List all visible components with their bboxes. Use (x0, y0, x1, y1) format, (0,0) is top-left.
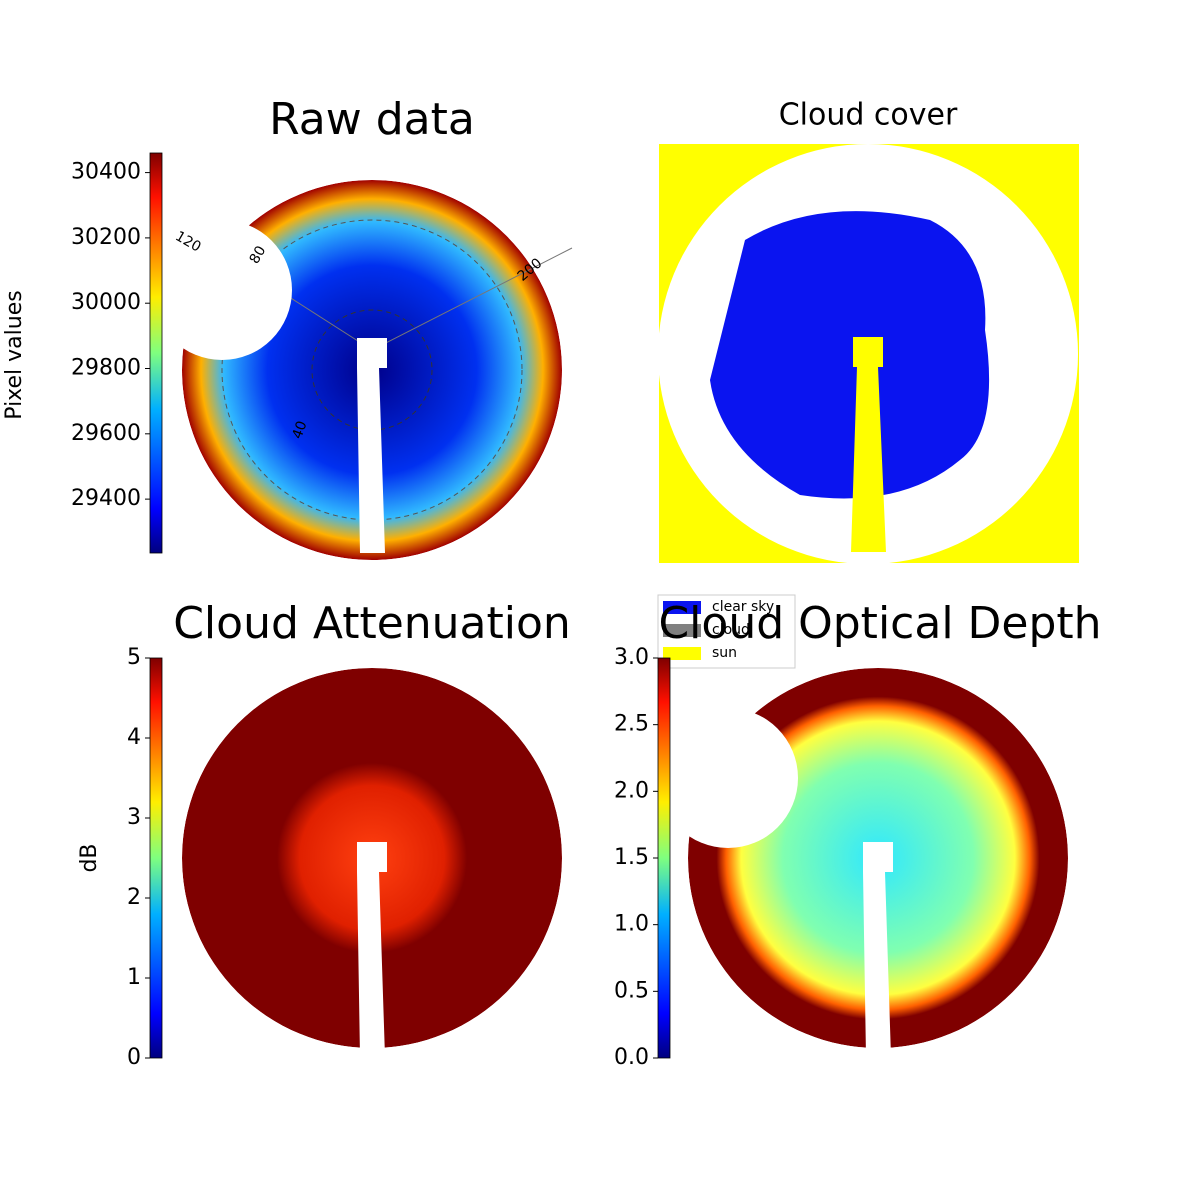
colorbar-tick-label: 5 (127, 645, 141, 670)
legend-swatch (663, 601, 701, 614)
colorbar-tick-label: 0.0 (614, 1045, 649, 1070)
polar-label: 80 (247, 243, 270, 266)
colorbar-label: Pixel values (2, 290, 27, 419)
legend-swatch (663, 647, 701, 660)
colorbar-tick-label: 30400 (71, 160, 141, 185)
mask (152, 220, 893, 1057)
colorbar-tick-label: 30000 (71, 290, 141, 315)
colorbar-tick-label: 3 (127, 805, 141, 830)
panel-title: Raw data (269, 94, 475, 145)
legend-swatch (663, 624, 701, 637)
colorbar-tick-label: 4 (127, 725, 141, 750)
legend-label: clear sky (712, 599, 774, 615)
colorbar-tick-label: 29600 (71, 421, 141, 446)
colorbar-tick-label: 29800 (71, 356, 141, 381)
colorbar-tick-label: 0 (127, 1045, 141, 1070)
colorbar-tick-label: 30200 (71, 225, 141, 250)
polar-label: 40 (289, 419, 310, 441)
colorbar-tick-label: 1 (127, 965, 141, 990)
colorbar-tick-label: 3.0 (614, 645, 649, 670)
cloud-cover-image (658, 144, 1079, 564)
colorbar (657, 657, 671, 1059)
colorbar-label: dB (77, 843, 102, 872)
colorbar-tick-label: 2.5 (614, 712, 649, 737)
panel-title: Cloud Optical Depth (658, 598, 1101, 649)
colorbar (149, 152, 163, 554)
panel-title: Cloud Attenuation (173, 598, 571, 649)
colorbar-tick-label: 2.0 (614, 778, 649, 803)
colorbar-tick-label: 1.0 (614, 912, 649, 937)
colorbar-tick-label: 29400 (71, 486, 141, 511)
colorbar-tick-label: 2 (127, 885, 141, 910)
colorbar (149, 657, 163, 1059)
panel-title: Cloud cover (779, 98, 958, 133)
colorbar-tick-label: 0.5 (614, 978, 649, 1003)
colorbar-tick-label: 1.5 (614, 845, 649, 870)
legend-label: cloud (712, 622, 750, 638)
legend-label: sun (712, 645, 737, 661)
